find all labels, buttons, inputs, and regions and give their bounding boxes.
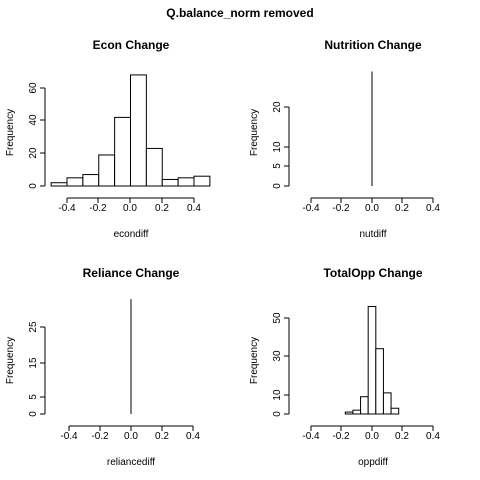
histogram-bar (161, 178, 179, 187)
x-tick-label: -0.4 (302, 431, 320, 442)
x-tick-label: -0.2 (91, 431, 109, 442)
panel-title: Reliance Change (83, 266, 180, 280)
x-axis-label: econdiff (114, 229, 149, 240)
y-tick-label: 10 (272, 389, 283, 401)
x-tick-label: 0.4 (186, 431, 200, 442)
y-tick-label: 50 (272, 312, 283, 324)
x-tick-label: 0.2 (155, 431, 169, 442)
histogram-bar (193, 175, 211, 187)
y-tick-label: 5 (272, 163, 283, 169)
histogram-bar (390, 407, 400, 415)
y-axis-label: Frequency (249, 109, 260, 156)
x-tick-label: 0.2 (155, 203, 169, 214)
x-tick-label: 0.0 (365, 431, 379, 442)
histogram-bar (145, 147, 163, 187)
y-tick-label: 20 (272, 101, 283, 113)
x-tick-label: -0.2 (89, 203, 107, 214)
panel-4: TotalOpp Change -0.4 -0.2 0.0 0.2 0.4 oppdiff 0… (249, 266, 440, 468)
y-tick-label: 0 (28, 183, 39, 189)
histogram-bar (130, 74, 147, 187)
y-tick-label: 0 (28, 411, 39, 417)
x-axis-label: reliancediff (107, 457, 155, 468)
histogram-bar (360, 396, 369, 415)
histogram-bar (66, 177, 84, 187)
x-tick-label: 0.4 (187, 203, 201, 214)
y-tick-label: 10 (272, 141, 283, 153)
y-tick-label: 40 (28, 114, 39, 126)
panel-title: TotalOpp Change (323, 266, 422, 280)
y-tick-label: 5 (28, 394, 39, 400)
histogram-bar (177, 177, 195, 187)
histogram-bar (114, 116, 131, 187)
histogram-bar (375, 348, 384, 415)
x-tick-label: -0.4 (58, 203, 76, 214)
x-tick-label: 0.4 (426, 203, 440, 214)
y-tick-label: 30 (272, 350, 283, 362)
histogram-bar (98, 154, 116, 187)
y-axis-label: Frequency (5, 109, 16, 156)
x-tick-label: 0.0 (123, 203, 137, 214)
x-axis-label: nutdiff (359, 229, 386, 240)
histogram-bar (82, 174, 100, 187)
y-tick-label: 20 (28, 147, 39, 159)
x-tick-label: -0.4 (60, 431, 78, 442)
x-tick-label: 0.2 (395, 431, 409, 442)
histogram-bar (367, 305, 377, 415)
histogram-bar (344, 411, 354, 415)
x-tick-label: -0.2 (332, 431, 350, 442)
panel-2: Nutrition Change -0.4 -0.2 0.0 0.2 0.4 nutdiff… (249, 38, 440, 240)
x-tick-label: -0.2 (332, 203, 350, 214)
y-tick-label: 0 (272, 411, 283, 417)
y-tick-label: 15 (28, 357, 39, 369)
x-tick-label: 0.2 (395, 203, 409, 214)
histogram-bar (382, 392, 392, 415)
y-tick-label: 60 (28, 82, 39, 94)
panel-3: Reliance Change -0.4 -0.2 0.0 0.2 0.4 reliance… (5, 266, 200, 468)
y-axis-label: Frequency (249, 337, 260, 384)
y-tick-label: 25 (28, 321, 39, 333)
panel-1: Econ Change -0.4 -0.2 0.0 0.2 0.4 econdiff 0 20 4… (5, 38, 211, 240)
histogram-bar (352, 409, 362, 415)
figure-title: Q.balance_norm removed (166, 6, 313, 20)
y-tick-label: 0 (272, 183, 283, 189)
x-tick-label: 0.4 (426, 431, 440, 442)
x-tick-label: -0.4 (302, 203, 320, 214)
panel-title: Nutrition Change (324, 38, 422, 52)
x-tick-label: 0.0 (124, 431, 138, 442)
x-tick-label: 0.0 (365, 203, 379, 214)
panel-title: Econ Change (93, 38, 170, 52)
x-axis-label: oppdiff (358, 457, 388, 468)
y-axis-label: Frequency (5, 337, 16, 384)
histogram-bar (50, 182, 68, 187)
